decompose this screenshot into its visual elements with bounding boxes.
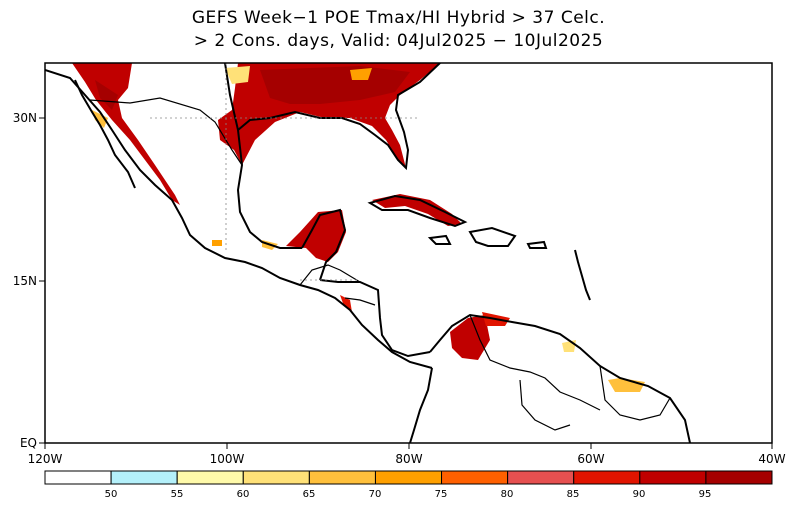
borders (89, 97, 671, 431)
colorbar-label: 65 (303, 489, 316, 500)
colorbar-label: 75 (435, 489, 448, 500)
x-tick-label: 100W (210, 452, 245, 466)
shade-yucatan (286, 210, 346, 262)
shade-baja-orange (92, 110, 108, 128)
colorbar-box (639, 470, 707, 485)
shade-northwest-mexico (72, 63, 180, 205)
colorbar-label: 55 (171, 489, 184, 500)
y-tick-labels: 30N 15N EQ (13, 111, 37, 450)
colorbar-label: 85 (567, 489, 580, 500)
dotted-lines (150, 63, 420, 281)
shade-baja-spine (95, 80, 118, 110)
probability-shading (72, 63, 645, 392)
shade-yucatan-orange-2 (212, 240, 222, 246)
colorbar-box (507, 470, 575, 485)
colorbar-label: 50 (105, 489, 118, 500)
y-tick-label: 15N (13, 274, 37, 288)
shade-central-america (340, 295, 352, 312)
colorbar-box (176, 470, 244, 485)
colorbar-label: 60 (237, 489, 250, 500)
x-tick-label: 120W (28, 452, 63, 466)
shade-us-south-core (260, 66, 410, 104)
colorbar-label: 70 (369, 489, 382, 500)
shade-us-yellow (225, 66, 250, 84)
colorbar-box (44, 470, 112, 485)
colorbar-box (573, 470, 641, 485)
colorbar: 50 55 60 65 70 75 80 85 90 95 (44, 470, 773, 500)
axis-ticks (39, 117, 773, 449)
coastlines (45, 63, 691, 443)
shade-colombia (450, 315, 490, 360)
colorbar-box (242, 470, 310, 485)
colorbar-box (705, 470, 773, 485)
chart-title-line-2: > 2 Cons. days, Valid: 04Jul2025 − 10Jul… (193, 31, 604, 51)
x-tick-label: 60W (577, 452, 604, 466)
y-tick-label: 30N (13, 111, 37, 125)
colorbar-box (374, 470, 443, 485)
shade-us-orange (350, 68, 372, 80)
colorbar-boxes (44, 470, 773, 485)
colorbar-box (441, 470, 509, 485)
x-tick-labels: 120W 100W 80W 60W 40W (28, 452, 786, 466)
map-area (45, 63, 772, 443)
colorbar-box (308, 470, 376, 485)
colorbar-labels: 50 55 60 65 70 75 80 85 90 95 (105, 489, 712, 500)
colorbar-label: 80 (501, 489, 514, 500)
x-tick-label: 80W (395, 452, 422, 466)
colorbar-box (110, 470, 178, 485)
chart-title-line-1: GEFS Week−1 POE Tmax/HI Hybrid > 37 Celc… (191, 8, 606, 28)
y-tick-label: EQ (20, 436, 37, 450)
colorbar-label: 90 (633, 489, 646, 500)
colorbar-label: 95 (699, 489, 712, 500)
x-tick-label: 40W (758, 452, 785, 466)
shade-cuba (372, 194, 462, 226)
